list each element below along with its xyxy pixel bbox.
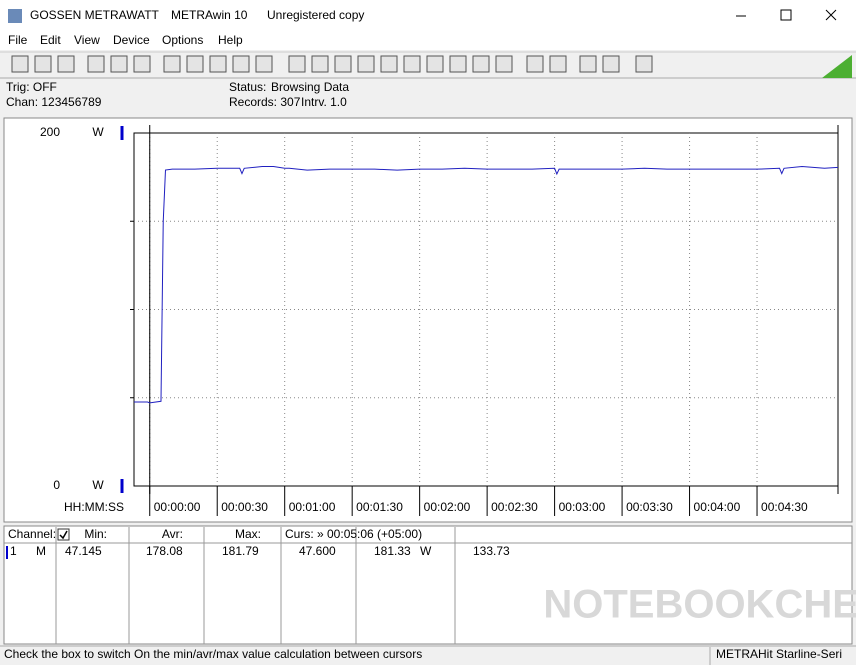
table: Channel: Min: Avr: Max: Curs: » 00:05:06 (+0… [4,527,852,644]
watermark: NOTEBOOKCHECK [543,583,856,627]
x-tick-label: 00:00:00 [154,500,201,514]
table-header: Min: [84,527,107,541]
menu-item[interactable]: Help [218,33,243,47]
x-tick-label: 00:04:00 [694,500,741,514]
x-axis-label: HH:MM:SS [64,500,124,514]
toolbar-button[interactable] [57,55,75,73]
title-bar [0,0,856,32]
toolbar-button[interactable] [163,55,181,73]
statusbar-text: METRAHit Starline-Seri [716,647,842,661]
app-icon [8,9,22,23]
toolbar-button[interactable] [34,55,52,73]
status-value: Browsing Data [271,80,349,94]
toolbar-button[interactable] [635,55,653,73]
toolbar-button[interactable] [11,55,29,73]
toolbar [0,51,856,79]
table-cell: W [420,544,432,558]
x-tick-label: 00:03:00 [559,500,606,514]
x-tick-label: 00:01:00 [289,500,336,514]
toolbar-button[interactable] [357,55,375,73]
table-cell: 181.79 [222,544,259,558]
table-header: Curs: » 00:05:06 (+05:00) [285,527,422,541]
toolbar-button[interactable] [87,55,105,73]
toolbar-button[interactable] [186,55,204,73]
toolbar-button[interactable] [426,55,444,73]
status-indicator [822,55,852,78]
x-tick-label: 00:02:30 [491,500,538,514]
table-cell: 181.33 [374,544,411,558]
menu-group: File Edit View Device Options Help [8,33,243,47]
chart: 0 W 200 W HH:MM:SS 00:00:00 00:00:30 00:01:00 00… [40,125,839,516]
statusbar-text: Check the box to switch On the min/avr/m… [4,647,422,661]
title-text: GOSSEN METRAWATT [30,8,160,22]
menu-item[interactable]: File [8,33,28,47]
menu-item[interactable]: Options [162,33,203,47]
table-cell: 47.145 [65,544,102,558]
x-tick-label: 00:03:30 [626,500,673,514]
interval-text: Intrv. 1.0 [301,95,347,109]
status-label: Status: [229,80,266,94]
table-panel [3,525,853,645]
toolbar-button[interactable] [380,55,398,73]
toolbar-button[interactable] [255,55,273,73]
toolbar-button[interactable] [209,55,227,73]
maximize-button[interactable] [780,9,792,21]
table-cell: M [36,544,46,558]
toolbar-button[interactable] [549,55,567,73]
toolbar-button[interactable] [579,55,597,73]
y-unit: W [92,125,104,139]
menu-item[interactable]: Device [113,33,150,47]
trig-text: Trig: OFF [6,80,57,94]
records-text: Records: 307 [229,95,301,109]
toolbar-button[interactable] [472,55,490,73]
toolbar-button[interactable] [133,55,151,73]
toolbar-button[interactable] [232,55,250,73]
y-tick-label: 0 [53,478,60,492]
checkbox[interactable] [57,528,70,541]
toolbar-button[interactable] [334,55,352,73]
table-header: Max: [235,527,261,541]
y-unit: W [92,478,104,492]
title-text: METRAwin 10 [171,8,248,22]
checkmark [59,530,68,540]
x-tick-label: 00:02:00 [424,500,471,514]
menu-bar [0,32,856,50]
chan-text: Chan: 123456789 [6,95,102,109]
menu-item[interactable]: View [74,33,100,47]
table-cell: 1 [10,544,17,558]
table-header: Channel: [8,527,56,541]
toolbar-button[interactable] [526,55,544,73]
toolbar-button[interactable] [449,55,467,73]
table-cell: 178.08 [146,544,183,558]
toolbar-button[interactable] [602,55,620,73]
table-cell: 133.73 [473,544,510,558]
toolbar-button[interactable] [110,55,128,73]
toolbar-button[interactable] [495,55,513,73]
menu-item[interactable]: Edit [40,33,61,47]
row-marker [6,546,8,559]
y-tick-label: 200 [40,125,60,139]
title-text: Unregistered copy [267,8,364,22]
table-cell: 47.600 [299,544,336,558]
data-line [134,166,839,404]
x-tick-label: 00:01:30 [356,500,403,514]
toolbar-button[interactable] [288,55,306,73]
close-button[interactable] [825,9,837,21]
x-tick-label: 00:04:30 [761,500,808,514]
toolbar-button[interactable] [311,55,329,73]
toolbar-button[interactable] [403,55,421,73]
table-header: Avr: [162,527,183,541]
x-tick-label: 00:00:30 [221,500,268,514]
